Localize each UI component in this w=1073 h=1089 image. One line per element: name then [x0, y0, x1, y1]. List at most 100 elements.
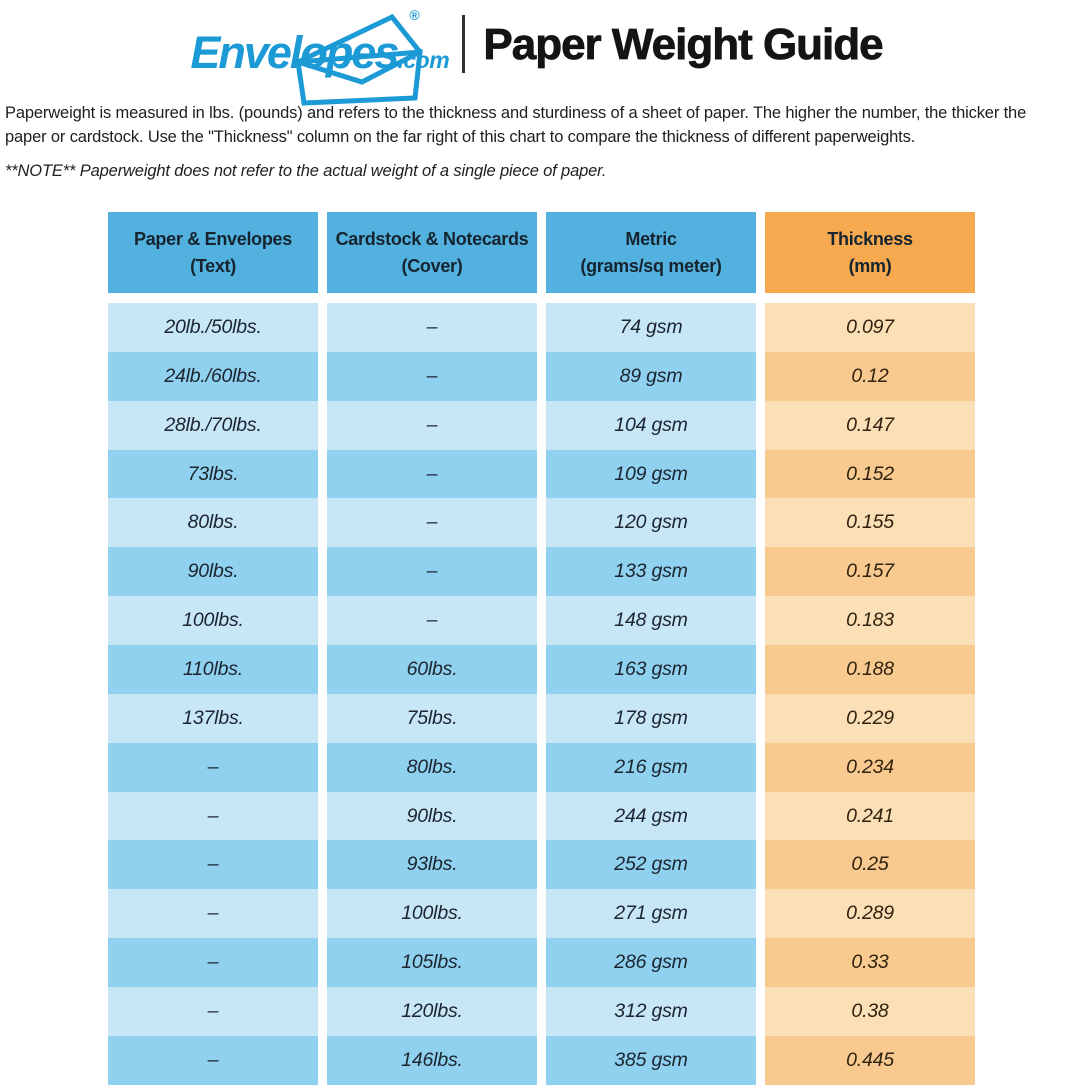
note-text: **NOTE** Paperweight does not refer to t…: [5, 161, 607, 180]
table-cell: 74 gsm: [546, 303, 756, 352]
table-cell: –: [108, 791, 318, 841]
table-header-row: Paper & Envelopes (Text) Cardstock & Notec…: [108, 212, 975, 293]
table-row: –90lbs. 244 gsm 0.241: [108, 791, 975, 841]
table-cell: 80lbs.: [327, 742, 537, 792]
table-cell: 0.229: [765, 693, 975, 743]
table-cell: –: [108, 742, 318, 792]
table-row: –120lbs. 312 gsm 0.38: [108, 987, 975, 1036]
column-header: Thickness (mm): [765, 212, 975, 293]
masthead: Envelopes.com ® Paper Weight Guide: [0, 0, 1073, 106]
table-cell: 0.33: [765, 938, 975, 988]
table-cell: 93lbs.: [327, 840, 537, 890]
table-cell: 0.147: [765, 400, 975, 450]
logo-text: Envelopes.com: [190, 27, 449, 79]
table-cell: 216 gsm: [546, 742, 756, 792]
table-row: 73lbs. –109 gsm 0.152: [108, 449, 975, 499]
table-cell: –: [108, 889, 318, 939]
paper-weight-table: Paper & Envelopes (Text) Cardstock & Notec…: [108, 212, 975, 1085]
table-cell: –: [108, 1035, 318, 1085]
table-cell: 110lbs.: [108, 645, 318, 694]
table-row: –146lbs. 385 gsm 0.445: [108, 1035, 975, 1085]
table-cell: 24lb./60lbs.: [108, 351, 318, 401]
column-header: Metric (grams/sq meter): [546, 212, 756, 293]
table-row: –80lbs. 216 gsm 0.234: [108, 742, 975, 792]
column-header-label: Paper & Envelopes: [134, 229, 292, 250]
table-row: 24lb./60lbs. –89 gsm 0.12: [108, 351, 975, 401]
table-cell: –: [327, 498, 537, 548]
table-cell: 0.097: [765, 303, 975, 352]
table-cell: 28lb./70lbs.: [108, 400, 318, 450]
column-header-label: Cardstock & Notecards: [335, 229, 529, 250]
table-cell: 90lbs.: [327, 791, 537, 841]
table-cell: 120 gsm: [546, 498, 756, 548]
table-cell: –: [327, 400, 537, 450]
table-cell: 105lbs.: [327, 938, 537, 988]
envelope-icon: [295, 13, 424, 106]
table-cell: 0.38: [765, 987, 975, 1036]
table-cell: 0.155: [765, 498, 975, 548]
table-cell: 60lbs.: [327, 645, 537, 694]
column-header-sublabel: (grams/sq meter): [580, 255, 722, 276]
table-row: 137lbs. 75lbs. 178 gsm 0.229: [108, 693, 975, 743]
table-cell: 385 gsm: [546, 1035, 756, 1085]
table-cell: 286 gsm: [546, 938, 756, 988]
table-row: –105lbs. 286 gsm 0.33: [108, 938, 975, 988]
table-row: –93lbs. 252 gsm 0.25: [108, 840, 975, 890]
table-cell: –: [327, 547, 537, 597]
table-cell: 0.25: [765, 840, 975, 890]
column-header: Paper & Envelopes (Text): [108, 212, 318, 293]
table-cell: 312 gsm: [546, 987, 756, 1036]
table-cell: 178 gsm: [546, 693, 756, 743]
table-cell: –: [327, 596, 537, 646]
table-cell: 137lbs.: [108, 693, 318, 743]
intro-paragraph: Paperweight is measured in lbs. (pounds)…: [5, 104, 1027, 146]
logo-brand: Envelopes: [190, 27, 399, 78]
table-cell: 80lbs.: [108, 498, 318, 548]
header-divider: [462, 15, 466, 73]
table-cell: 0.183: [765, 596, 975, 646]
table-cell: 0.241: [765, 791, 975, 841]
table-cell: –: [327, 303, 537, 352]
table-cell: 120lbs.: [327, 987, 537, 1036]
column-header-label: Thickness: [827, 229, 913, 250]
table-cell: 163 gsm: [546, 645, 756, 694]
column-header-sublabel: (Cover): [401, 255, 463, 276]
table-row: 28lb./70lbs. –104 gsm 0.147: [108, 400, 975, 450]
table-cell: 0.234: [765, 742, 975, 792]
logo-tld: .com: [397, 47, 450, 73]
table-cell: –: [108, 840, 318, 890]
table-row: 90lbs. –133 gsm 0.157: [108, 547, 975, 597]
registered-trademark: ®: [409, 7, 420, 23]
table-cell: 0.445: [765, 1035, 975, 1085]
envelopes-logo: Envelopes.com ®: [190, 7, 450, 106]
table-cell: 100lbs.: [108, 596, 318, 646]
table-cell: 90lbs.: [108, 547, 318, 597]
table-row: –100lbs. 271 gsm 0.289: [108, 889, 975, 939]
table-cell: 252 gsm: [546, 840, 756, 890]
table-cell: 148 gsm: [546, 596, 756, 646]
table-row: 20lb./50lbs. –74 gsm 0.097: [108, 303, 975, 352]
column-header-label: Metric: [625, 229, 677, 250]
table-row: 100lbs. –148 gsm 0.183: [108, 596, 975, 646]
table-cell: 109 gsm: [546, 449, 756, 499]
table-cell: 89 gsm: [546, 351, 756, 401]
table-cell: –: [108, 938, 318, 988]
table-cell: 75lbs.: [327, 693, 537, 743]
table-body: 20lb./50lbs. –74 gsm 0.097 24lb./60lbs. –89 …: [108, 303, 975, 1085]
table-cell: –: [327, 351, 537, 401]
table-cell: –: [108, 987, 318, 1036]
table-cell: 244 gsm: [546, 791, 756, 841]
table-cell: 104 gsm: [546, 400, 756, 450]
table-cell: 100lbs.: [327, 889, 537, 939]
table-cell: 0.152: [765, 449, 975, 499]
page-title: Paper Weight Guide: [483, 20, 884, 70]
table-cell: 0.157: [765, 547, 975, 597]
column-header-sublabel: (mm): [848, 255, 892, 276]
table-cell: 146lbs.: [327, 1035, 537, 1085]
table-row: 110lbs. 60lbs. 163 gsm 0.188: [108, 645, 975, 694]
table-cell: 20lb./50lbs.: [108, 303, 318, 352]
table-cell: 73lbs.: [108, 449, 318, 499]
table-cell: 271 gsm: [546, 889, 756, 939]
column-header-sublabel: (Text): [190, 255, 236, 276]
table-row: 80lbs. –120 gsm 0.155: [108, 498, 975, 548]
